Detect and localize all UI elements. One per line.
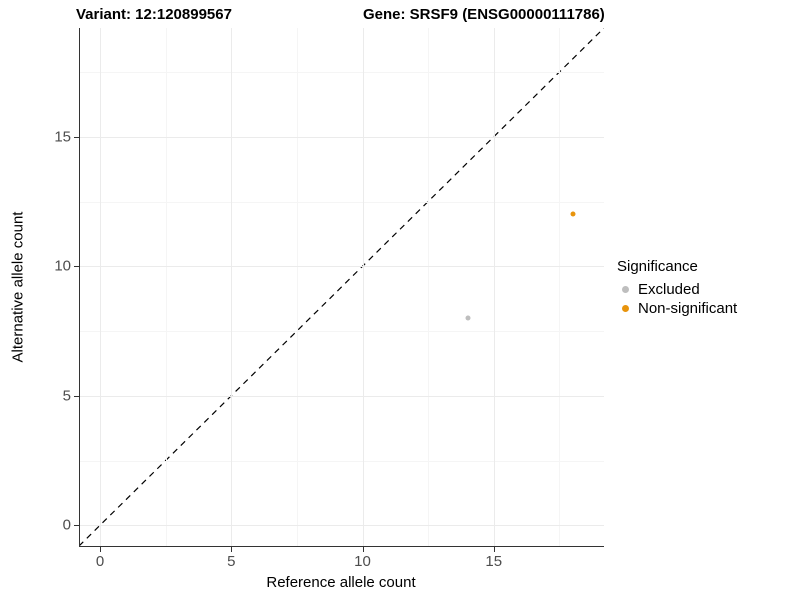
gridline-minor-horizontal (79, 331, 604, 333)
gridline-major-vertical (231, 28, 233, 546)
gridline-minor-vertical (428, 28, 430, 546)
gridline-major-horizontal (79, 525, 604, 527)
plot-panel (79, 28, 604, 546)
y-tick-mark (74, 266, 79, 268)
data-point (570, 211, 575, 217)
gridline-minor-horizontal (79, 72, 604, 74)
legend-item[interactable]: Non-significant (617, 299, 792, 318)
legend: Significance Excluded Non-significant (617, 258, 792, 318)
gridline-major-horizontal (79, 266, 604, 268)
y-tick-label: 15 (54, 128, 71, 146)
data-point (465, 315, 470, 321)
gridline-minor-vertical (559, 28, 561, 546)
y-tick-label: 5 (62, 387, 71, 405)
y-tick-mark (74, 525, 79, 527)
legend-items: Excluded Non-significant (617, 280, 792, 318)
y-tick-mark (74, 136, 79, 138)
legend-color-swatch-icon (617, 300, 634, 317)
gene-title: Gene: SRSF9 (ENSG00000111786) (363, 6, 605, 23)
x-axis-title: Reference allele count (266, 574, 416, 591)
x-tick-label: 0 (95, 553, 105, 570)
gridline-minor-horizontal (79, 201, 604, 203)
legend-title: Significance (617, 258, 698, 275)
identity-reference-line (79, 28, 604, 546)
legend-item-label: Excluded (638, 281, 700, 298)
y-tick-mark (74, 395, 79, 397)
variant-title: Variant: 12:120899567 (76, 6, 232, 23)
gridline-major-horizontal (79, 136, 604, 138)
y-axis-title: Alternative allele count (9, 211, 27, 363)
gridline-major-vertical (493, 28, 495, 546)
gridline-minor-vertical (296, 28, 298, 546)
x-tick-label: 10 (354, 553, 371, 570)
gridline-minor-vertical (165, 28, 167, 546)
gridline-major-vertical (362, 28, 364, 546)
x-tick-label: 15 (485, 553, 503, 570)
x-tick-mark (362, 547, 364, 552)
y-axis-line (79, 28, 80, 546)
y-tick-label: 10 (54, 257, 71, 275)
x-axis-line (79, 546, 604, 547)
y-tick-label: 0 (62, 516, 71, 534)
gridline-major-horizontal (79, 395, 604, 397)
x-tick-mark (100, 547, 101, 552)
x-tick-mark (231, 547, 233, 552)
x-tick-mark (493, 547, 495, 552)
x-tick-label: 5 (227, 553, 236, 570)
legend-item[interactable]: Excluded (617, 280, 792, 299)
gridline-minor-horizontal (79, 460, 604, 462)
legend-item-label: Non-significant (638, 300, 738, 317)
gridline-major-vertical (100, 28, 101, 546)
legend-color-swatch-icon (617, 281, 634, 298)
